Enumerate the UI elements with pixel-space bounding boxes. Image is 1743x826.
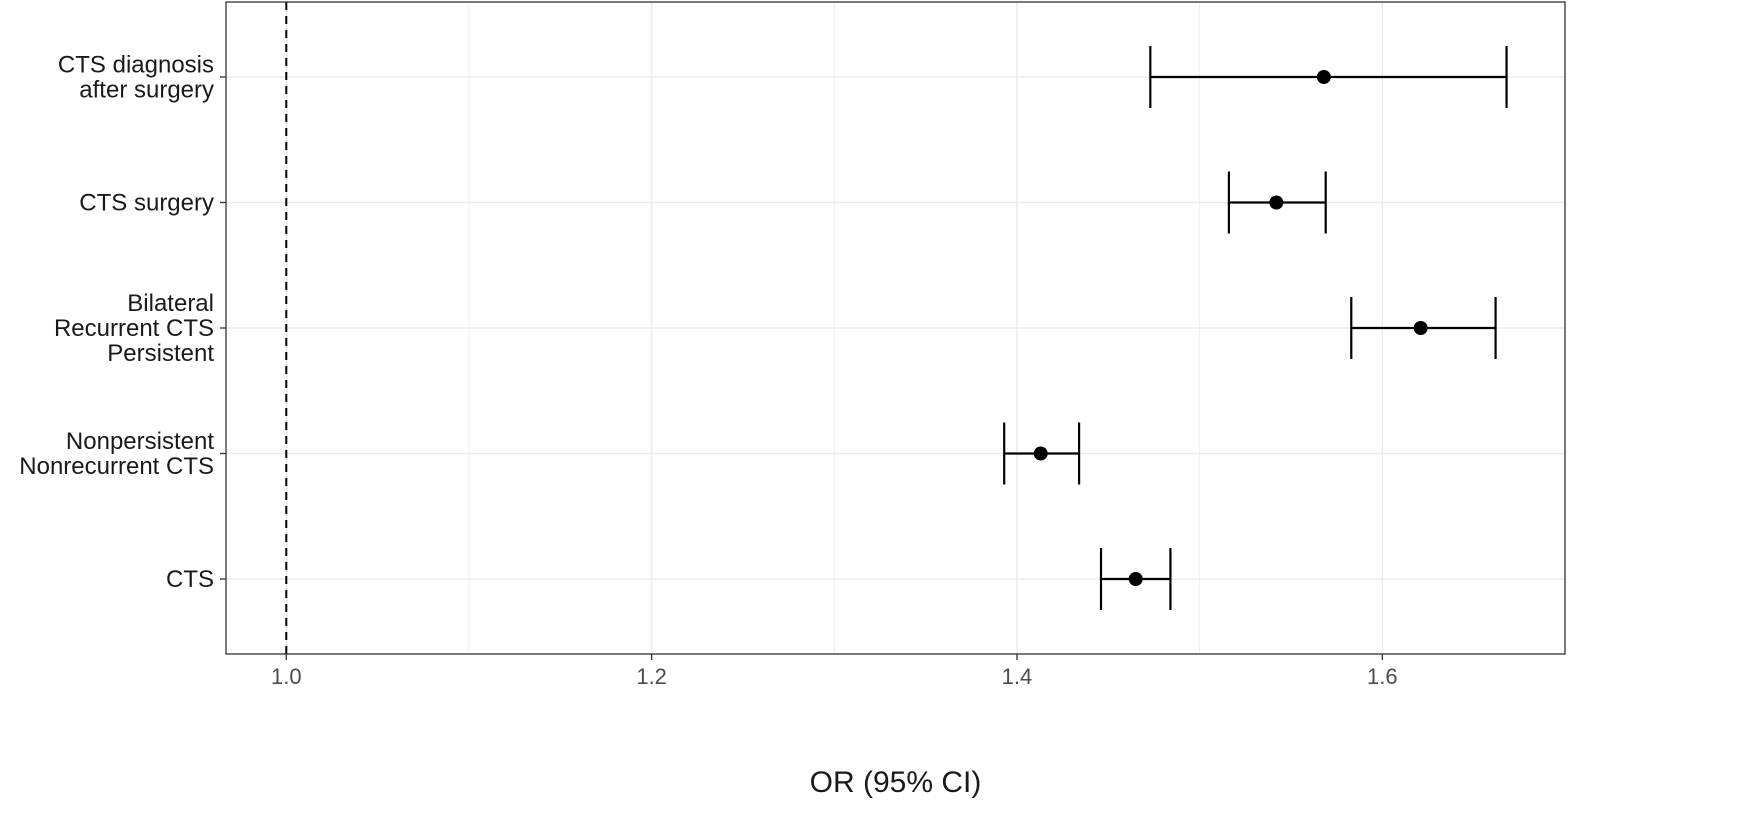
x-tick-label: 1.6 [1367,664,1398,689]
x-tick-label: 1.2 [636,664,667,689]
y-axis-labels: CTS diagnosis after surgery CTS surgery Bil… [19,52,214,594]
or-point [1033,446,1048,461]
x-axis-ticks: 1.0 1.2 1.4 1.6 [271,654,1398,689]
y-tick-label: CTS surgery [79,190,214,217]
y-axis-ticks [220,76,226,580]
y-tick-label: CTS diagnosis after surgery [58,52,214,104]
y-tick-label: Bilateral Recurrent CTS Persistent [54,290,214,367]
y-tick-label: CTS [166,566,214,593]
or-point [1316,70,1331,84]
or-point [1128,572,1143,586]
grid-lines [226,2,1566,654]
or-point [1269,195,1284,210]
x-tick-label: 1.4 [1002,664,1033,689]
x-tick-label: 1.0 [271,664,302,689]
y-tick-label: Nonpersistent Nonrecurrent CTS [19,428,214,480]
or-point [1413,321,1428,335]
x-axis-title: OR (95% CI) [810,766,982,799]
point-estimates [1033,70,1428,586]
